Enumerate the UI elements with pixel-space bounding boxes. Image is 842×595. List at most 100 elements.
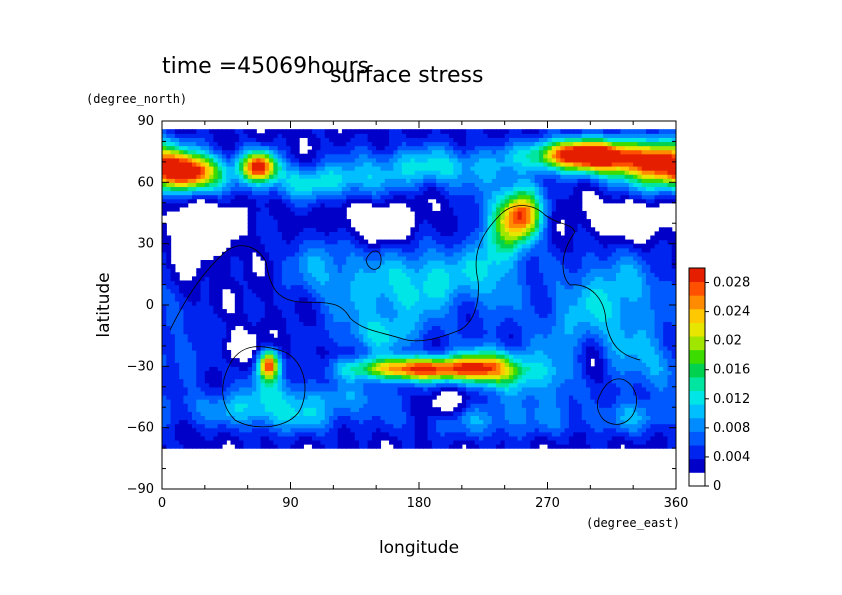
heatmap-cell (624, 407, 630, 412)
heatmap-cell (530, 370, 536, 376)
heatmap-cell (226, 349, 232, 355)
heatmap-cell (337, 386, 343, 392)
heatmap-cell (277, 399, 283, 404)
heatmap-cell (247, 378, 253, 384)
heatmap-cell (191, 280, 197, 286)
heatmap-cell (196, 390, 202, 396)
heatmap-cell (277, 386, 283, 392)
heatmap-cell (380, 345, 386, 351)
heatmap-cell (440, 370, 446, 376)
heatmap-cell (243, 411, 249, 416)
heatmap-cell (517, 329, 523, 335)
heatmap-cell (646, 313, 651, 318)
heatmap-cell (290, 305, 296, 310)
heatmap-cell (166, 288, 172, 294)
heatmap-cell (183, 313, 189, 318)
heatmap-cell (620, 427, 626, 433)
heatmap-cell (187, 296, 193, 302)
heatmap-cell (603, 407, 609, 412)
heatmap-cell (650, 276, 656, 282)
heatmap-cell (478, 370, 484, 376)
heatmap-cell (663, 358, 669, 363)
heatmap-cell (474, 399, 480, 404)
heatmap-cell (221, 390, 227, 396)
heatmap-cell (603, 374, 609, 380)
heatmap-cell (556, 378, 561, 384)
heatmap-cell (496, 394, 501, 400)
heatmap-cell (350, 378, 356, 384)
heatmap-cell (359, 382, 364, 388)
heatmap-cell (440, 325, 446, 331)
heatmap-cell (307, 276, 313, 282)
heatmap-cell (286, 309, 292, 314)
heatmap-cell (419, 329, 424, 335)
heatmap-cell (526, 411, 531, 416)
heatmap-cell (290, 358, 296, 363)
heatmap-cell (474, 444, 480, 449)
heatmap-cell (410, 284, 416, 290)
heatmap-cell (504, 411, 510, 416)
heatmap-cell (564, 407, 570, 412)
heatmap-cell (466, 439, 471, 445)
heatmap-cell (628, 317, 634, 322)
heatmap-cell (166, 272, 172, 277)
heatmap-cell (316, 390, 322, 396)
heatmap-cell (294, 399, 300, 404)
heatmap-cell (217, 300, 223, 306)
heatmap-cell (491, 309, 497, 314)
heatmap-cell (478, 362, 484, 367)
heatmap-cell (500, 325, 506, 331)
heatmap-cell (620, 423, 626, 429)
heatmap-cell (350, 345, 356, 351)
heatmap-cell (491, 325, 497, 331)
heatmap-cell (470, 329, 476, 335)
heatmap-cell (337, 378, 343, 384)
heatmap-cell (239, 284, 244, 290)
heatmap-cell (556, 317, 561, 322)
heatmap-cell (183, 345, 189, 351)
heatmap-cell (286, 354, 292, 359)
heatmap-cell (269, 362, 274, 367)
heatmap-cell (303, 427, 309, 433)
heatmap-cell (316, 337, 322, 343)
heatmap-cell (393, 427, 399, 433)
heatmap-cell (324, 419, 330, 425)
heatmap-cell (350, 435, 356, 441)
heatmap-cell (410, 321, 416, 327)
heatmap-cell (646, 325, 651, 331)
heatmap-cell (179, 321, 185, 327)
heatmap-cell (491, 284, 497, 290)
heatmap-cell (547, 305, 553, 310)
heatmap-cell (191, 427, 197, 433)
heatmap-cell (616, 288, 621, 294)
heatmap-cell (551, 374, 557, 380)
heatmap-cell (324, 370, 330, 376)
heatmap-cell (406, 329, 412, 335)
heatmap-cell (191, 321, 197, 327)
heatmap-cell (247, 296, 253, 302)
heatmap-cell (162, 386, 167, 392)
heatmap-cell (281, 403, 287, 408)
heatmap-cell (547, 349, 553, 355)
heatmap-cell (269, 317, 274, 322)
heatmap-cell (453, 341, 459, 347)
heatmap-cell (526, 329, 531, 335)
heatmap-cell (431, 419, 437, 425)
heatmap-cell (273, 435, 279, 441)
heatmap-cell (406, 305, 412, 310)
heatmap-cell (183, 423, 189, 429)
heatmap-cell (273, 345, 279, 351)
heatmap-cell (586, 296, 591, 302)
heatmap-cell (329, 382, 334, 388)
heatmap-cell (260, 378, 266, 384)
heatmap-cell (333, 435, 339, 441)
heatmap-cell (264, 390, 270, 396)
heatmap-cell (487, 288, 493, 294)
heatmap-cell (191, 362, 197, 367)
heatmap-cell (594, 407, 600, 412)
heatmap-cell (303, 345, 309, 351)
heatmap-cell (564, 325, 570, 331)
heatmap-cell (187, 444, 193, 449)
heatmap-cell (239, 427, 244, 433)
heatmap-cell (440, 296, 446, 302)
